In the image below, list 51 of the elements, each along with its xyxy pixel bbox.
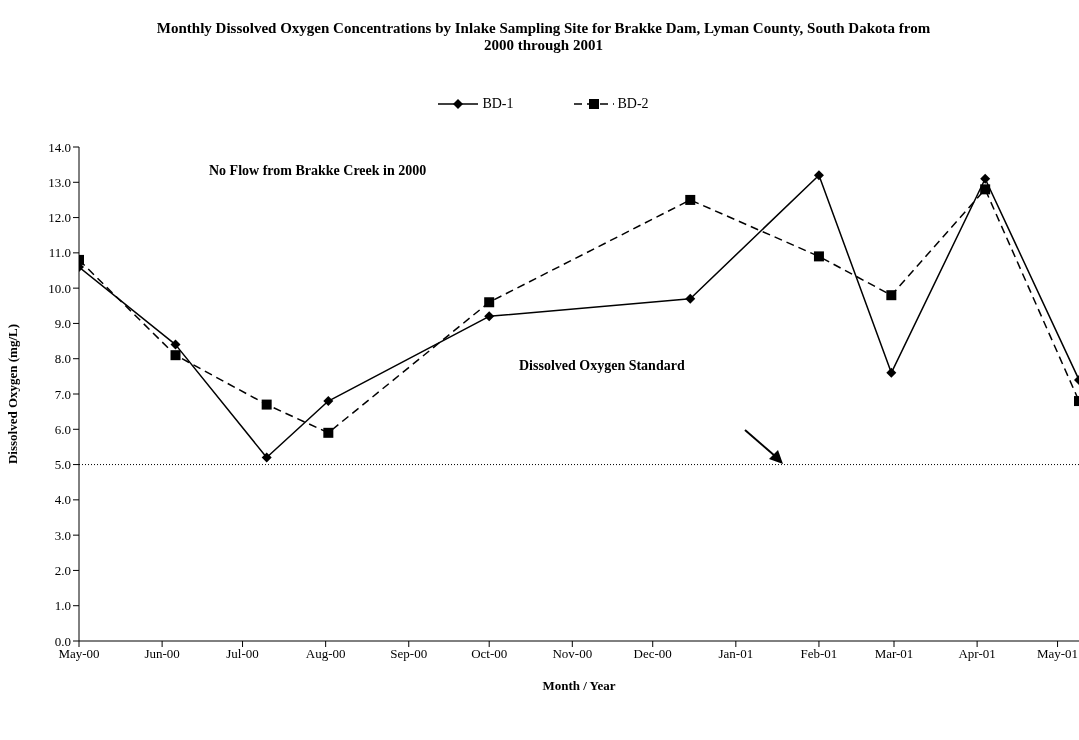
- point: [261, 399, 272, 410]
- y-tick-label: 1.0: [54, 598, 71, 614]
- point: [813, 170, 824, 181]
- x-tick-label: Sep-00: [390, 646, 428, 662]
- y-tick-label: 8.0: [54, 351, 71, 367]
- point: [813, 251, 824, 262]
- point: [685, 194, 696, 205]
- x-tick-label: Feb-01: [800, 646, 838, 662]
- legend-label: BD-1: [482, 96, 514, 112]
- x-tick-label: Jul-00: [226, 646, 259, 662]
- point: [170, 339, 181, 350]
- x-tick-label: May-01: [1036, 646, 1079, 662]
- y-tick-label: 0.0: [54, 633, 71, 649]
- x-tick-label: Jun-00: [144, 646, 180, 662]
- point: [261, 452, 272, 463]
- y-tick-label: 9.0: [54, 316, 71, 332]
- x-tick-label: Oct-00: [471, 646, 508, 662]
- x-tick-label: Apr-01: [958, 646, 996, 662]
- y-axis-title: Dissolved Oxygen (mg/L): [4, 323, 20, 465]
- point: [886, 367, 897, 378]
- x-tick-label: Aug-00: [305, 646, 346, 662]
- y-tick-label: 14.0: [48, 139, 71, 155]
- point: [484, 311, 495, 322]
- point: [484, 297, 495, 308]
- y-tick-label: 5.0: [54, 457, 71, 473]
- annotation: No Flow from Brakke Creek in 2000: [209, 163, 427, 180]
- x-tick-label: Nov-00: [552, 646, 593, 662]
- y-tick-label: 10.0: [48, 280, 71, 296]
- x-axis-title: Month / Year: [542, 678, 616, 694]
- x-tick-label: Dec-00: [633, 646, 672, 662]
- x-tick-label: Mar-01: [874, 646, 914, 662]
- y-tick-label: 3.0: [54, 527, 71, 543]
- y-tick-label: 11.0: [48, 245, 71, 261]
- chart-title: Monthly Dissolved Oxygen Concentrations by Inlake Sampling Site for Brakke Dam, Lyman County, South Dakota from 2000 through 2001: [155, 19, 932, 55]
- x-tick-label: Jan-01: [718, 646, 754, 662]
- x-tick-label: May-00: [58, 646, 100, 662]
- point: [886, 290, 897, 301]
- y-tick-label: 13.0: [48, 174, 71, 190]
- point: [980, 184, 991, 195]
- annotation: Dissolved Oxygen Standard: [519, 357, 685, 374]
- y-tick-label: 12.0: [48, 210, 71, 226]
- y-tick-label: 4.0: [54, 492, 71, 508]
- point: [685, 293, 696, 304]
- y-tick-label: 6.0: [54, 421, 71, 437]
- y-tick-label: 7.0: [54, 386, 71, 402]
- point: [323, 427, 334, 438]
- point: [980, 173, 991, 184]
- y-tick-label: 2.0: [54, 563, 71, 579]
- point: [323, 396, 334, 407]
- point: [170, 350, 181, 361]
- legend-label: BD-2: [617, 96, 649, 112]
